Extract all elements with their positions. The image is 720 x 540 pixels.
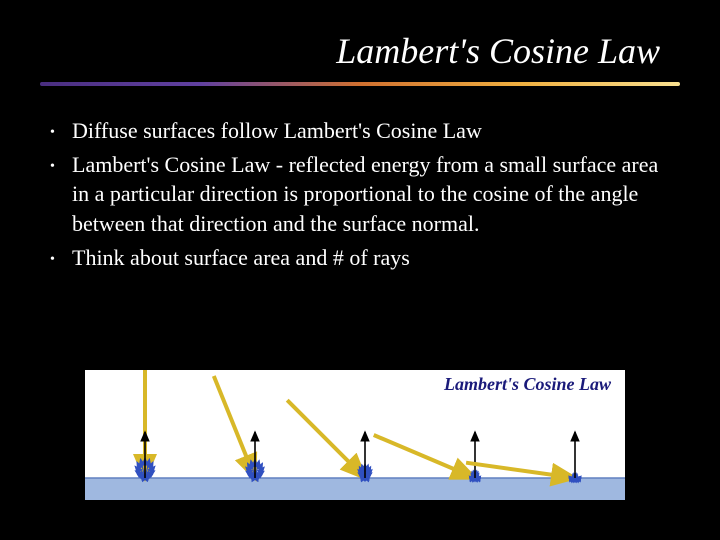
bullet-text: Diffuse surfaces follow Lambert's Cosine… (72, 116, 680, 146)
bullet-dot-icon: • (50, 116, 72, 146)
title-underline (40, 82, 680, 86)
diagram-title: Lambert's Cosine Law (444, 374, 611, 395)
bullet-item: • Lambert's Cosine Law - reflected energ… (50, 150, 680, 239)
bullet-list: • Diffuse surfaces follow Lambert's Cosi… (0, 106, 720, 272)
bullet-text: Think about surface area and # of rays (72, 243, 680, 273)
bullet-dot-icon: • (50, 243, 72, 273)
cosine-law-diagram: Lambert's Cosine Law (85, 370, 625, 500)
bullet-dot-icon: • (50, 150, 72, 239)
bullet-item: • Think about surface area and # of rays (50, 243, 680, 273)
bullet-text: Lambert's Cosine Law - reflected energy … (72, 150, 680, 239)
bullet-item: • Diffuse surfaces follow Lambert's Cosi… (50, 116, 680, 146)
slide-title: Lambert's Cosine Law (0, 0, 720, 82)
